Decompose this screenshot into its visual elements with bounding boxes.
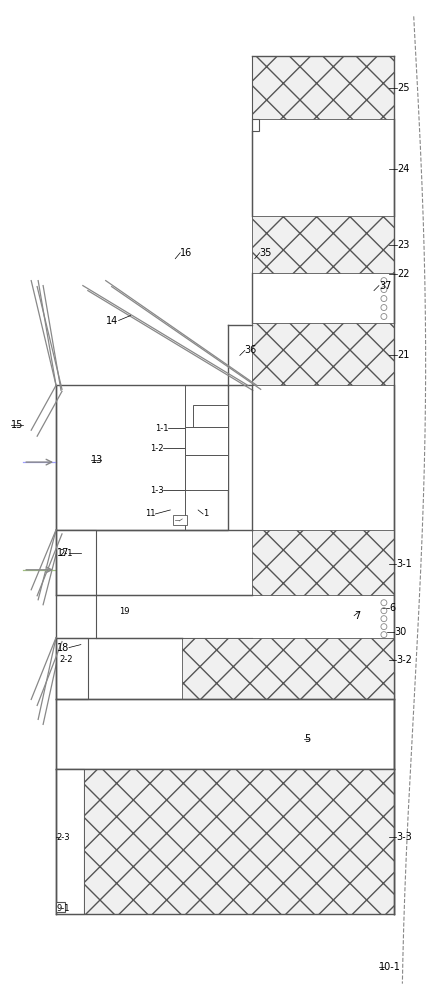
Text: 1: 1 [203,509,208,518]
Text: 1-1: 1-1 [154,424,168,433]
Text: 22: 22 [396,269,408,279]
Text: 3-3: 3-3 [395,832,411,842]
Text: 36: 36 [244,345,256,355]
Bar [251,216,393,273]
Text: 2-2: 2-2 [59,655,72,664]
Text: 19: 19 [118,607,129,616]
Bar [251,530,393,595]
Bar [185,427,227,455]
Text: 21: 21 [396,350,408,360]
Text: 25: 25 [396,83,408,93]
Bar [251,56,393,119]
Text: 1-3: 1-3 [149,486,163,495]
Text: 10-1: 10-1 [378,962,400,972]
Bar [56,638,88,699]
Text: 24: 24 [396,164,408,174]
Text: 2-3: 2-3 [56,833,70,842]
Text: 3-2: 3-2 [395,655,411,665]
Bar [182,638,393,699]
Text: 2-1: 2-1 [59,549,72,558]
Bar [193,405,227,427]
Bar [185,455,227,490]
Bar [56,385,227,530]
Bar [56,530,95,595]
Text: 5: 5 [304,734,310,744]
Text: 6: 6 [388,603,394,613]
Bar [251,119,258,131]
Text: 17: 17 [56,548,69,558]
Text: 14: 14 [106,316,118,326]
Text: 13: 13 [91,455,103,465]
Text: 18: 18 [57,643,69,653]
Text: 35: 35 [259,248,271,258]
Bar [56,769,84,914]
Text: 9-1: 9-1 [56,904,69,913]
Bar [173,515,187,525]
Text: 16: 16 [180,248,192,258]
Text: 11: 11 [144,509,155,518]
Text: 23: 23 [396,240,408,250]
Text: 1-2: 1-2 [150,444,163,453]
Text: 3-1: 3-1 [395,559,411,569]
Bar [56,902,65,912]
Text: 7: 7 [353,611,359,621]
Bar [251,323,393,385]
Text: 37: 37 [378,281,390,291]
Text: 15: 15 [11,420,24,430]
Text: 30: 30 [393,627,405,637]
Bar [84,769,393,914]
